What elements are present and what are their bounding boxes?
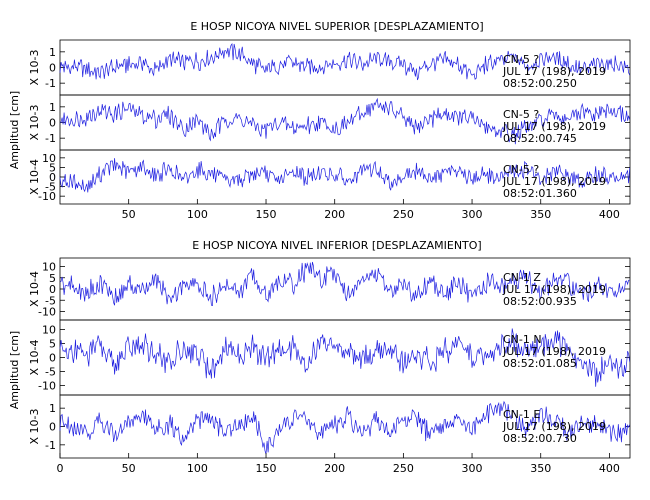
scale-label: X 10-3	[28, 50, 41, 86]
scale-label: X 10-4	[28, 159, 41, 195]
x-tick-label: 50	[122, 462, 136, 475]
trace-info-text: CN-5 ?	[503, 53, 539, 66]
chart-group-superior: 10-1X 10-3 CN-5 ?JUL 17 (198), 201908:52:…	[28, 39, 631, 221]
trace-info-text: CN-5 ?	[503, 108, 539, 121]
trace-info-text: JUL 17 (198), 2019	[502, 283, 606, 296]
trace-info-text: 08:52:00.745	[503, 132, 577, 145]
y-tick-label: -10	[38, 306, 56, 319]
y-tick-label: 0	[49, 171, 56, 184]
trace-info-text: CN-1 N	[503, 333, 542, 346]
chart-title-superior: E HOSP NICOYA NIVEL SUPERIOR [DESPLAZAMI…	[190, 20, 483, 33]
y-tick-label: 0	[49, 283, 56, 296]
y-tick-label: 5	[49, 338, 56, 351]
y-tick-label: 10	[42, 324, 56, 337]
scale-label: X 10-4	[28, 271, 41, 307]
trace-info-text: JUL 17 (198), 2019	[502, 420, 606, 433]
x-tick-label: 150	[256, 462, 277, 475]
x-tick-label: 50	[122, 208, 136, 221]
x-tick-label: 200	[324, 208, 345, 221]
x-tick-label: 0	[57, 462, 64, 475]
waveform-line	[59, 261, 630, 306]
y-tick-label: 0	[49, 352, 56, 365]
x-tick-label: 200	[324, 462, 345, 475]
trace-info-text: JUL 17 (198), 2019	[502, 65, 606, 78]
y-tick-label: 5	[49, 161, 56, 174]
waveform-line	[59, 400, 631, 455]
chart-title-inferior: E HOSP NICOYA NIVEL INFERIOR [DESPLAZAMI…	[192, 239, 481, 252]
trace-info-text: JUL 17 (198), 2019	[502, 345, 606, 358]
y-tick-label: -5	[45, 365, 56, 378]
y-tick-label: -5	[45, 294, 56, 307]
scale-label: X 10-4	[28, 340, 41, 376]
y-tick-label: -1	[45, 77, 56, 90]
trace-info-text: 08:52:00.935	[503, 295, 577, 308]
trace-info-text: 08:52:00.730	[503, 432, 577, 445]
x-tick-label: 100	[187, 208, 208, 221]
y-tick-label: 0	[49, 117, 56, 130]
y-axis-label-inferior: Amplitud [cm]	[8, 331, 21, 409]
x-tick-label: 300	[462, 462, 483, 475]
waveform-line	[59, 43, 631, 81]
y-axis-label-superior: Amplitud [cm]	[8, 91, 21, 169]
trace-info-text: JUL 17 (198), 2019	[502, 120, 606, 133]
waveform-line	[59, 97, 631, 145]
y-tick-label: 10	[42, 152, 56, 165]
trace-info-text: CN-1 Z	[503, 271, 541, 284]
trace-info-text: JUL 17 (198), 2019	[502, 175, 606, 188]
scale-label: X 10-3	[28, 409, 41, 445]
y-tick-label: -10	[38, 190, 56, 203]
trace-info-text: CN-5 ?	[503, 163, 539, 176]
trace-info-text: 08:52:01.085	[503, 357, 577, 370]
y-tick-label: 1	[49, 46, 56, 59]
scale-label: X 10-3	[28, 105, 41, 141]
trace-info-text: 08:52:00.250	[503, 77, 577, 90]
y-tick-label: -1	[45, 132, 56, 145]
waveform-line	[59, 328, 631, 387]
y-tick-label: 5	[49, 272, 56, 285]
waveform-line	[59, 158, 631, 193]
x-tick-label: 150	[256, 208, 277, 221]
x-tick-label: 400	[599, 208, 620, 221]
trace-info-text: CN-1 E	[503, 408, 540, 421]
y-tick-label: -5	[45, 181, 56, 194]
y-tick-label: 0	[49, 421, 56, 434]
y-tick-label: 0	[49, 62, 56, 75]
y-tick-label: -1	[45, 439, 56, 452]
x-tick-label: 250	[393, 208, 414, 221]
y-tick-label: 1	[49, 402, 56, 415]
trace-info-text: 08:52:01.360	[503, 187, 577, 200]
y-tick-label: 10	[42, 261, 56, 274]
x-tick-label: 100	[187, 462, 208, 475]
y-tick-label: 1	[49, 101, 56, 114]
x-tick-label: 400	[599, 462, 620, 475]
y-tick-label: -10	[38, 379, 56, 392]
x-tick-label: 250	[393, 462, 414, 475]
x-tick-label: 300	[462, 208, 483, 221]
x-tick-label: 350	[530, 208, 551, 221]
x-tick-label: 350	[530, 462, 551, 475]
